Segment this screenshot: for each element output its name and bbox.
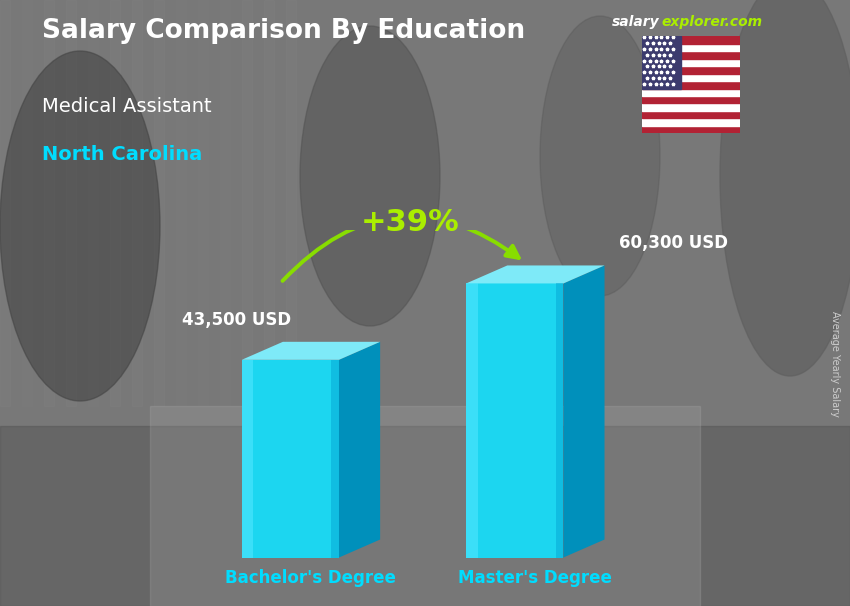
Polygon shape — [556, 284, 564, 558]
Bar — [150, 406, 700, 606]
Bar — [66, 0, 76, 406]
Bar — [642, 96, 740, 104]
Polygon shape — [332, 360, 339, 558]
Bar — [642, 104, 740, 111]
Polygon shape — [466, 265, 604, 284]
Polygon shape — [241, 360, 339, 558]
Text: Master's Degree: Master's Degree — [458, 569, 612, 587]
Bar — [642, 126, 740, 133]
Bar — [642, 118, 740, 126]
Text: Salary Comparison By Education: Salary Comparison By Education — [42, 18, 525, 44]
Bar — [198, 0, 208, 406]
Text: +39%: +39% — [360, 208, 459, 238]
Bar — [220, 0, 230, 406]
Bar — [88, 0, 98, 406]
Ellipse shape — [720, 0, 850, 376]
Bar — [264, 0, 274, 406]
Text: salary: salary — [612, 15, 660, 29]
Polygon shape — [241, 342, 380, 360]
Bar — [132, 0, 142, 406]
Bar — [642, 74, 740, 81]
Ellipse shape — [0, 51, 160, 401]
Bar — [22, 0, 32, 406]
Bar — [642, 111, 740, 118]
Bar — [642, 88, 740, 96]
Text: North Carolina: North Carolina — [42, 145, 203, 164]
Text: Medical Assistant: Medical Assistant — [42, 97, 212, 116]
Bar — [642, 66, 740, 74]
Ellipse shape — [540, 16, 660, 296]
Bar — [154, 0, 164, 406]
Bar — [0, 426, 850, 606]
Bar — [44, 0, 54, 406]
Bar — [176, 0, 186, 406]
Text: explorer.com: explorer.com — [661, 15, 762, 29]
Bar — [242, 0, 252, 406]
Text: 60,300 USD: 60,300 USD — [620, 235, 728, 252]
Polygon shape — [564, 265, 604, 558]
Bar — [642, 36, 740, 44]
Bar — [286, 0, 296, 406]
Bar — [642, 36, 681, 88]
Text: 43,500 USD: 43,500 USD — [182, 311, 292, 328]
Ellipse shape — [300, 26, 440, 326]
Bar — [642, 59, 740, 66]
Polygon shape — [339, 342, 380, 558]
Bar — [642, 52, 740, 59]
Text: Average Yearly Salary: Average Yearly Salary — [830, 311, 840, 416]
Bar — [0, 0, 10, 406]
Bar — [642, 81, 740, 88]
Bar — [642, 44, 740, 52]
FancyArrowPatch shape — [282, 216, 518, 281]
Polygon shape — [241, 360, 253, 558]
Polygon shape — [466, 284, 478, 558]
Text: Bachelor's Degree: Bachelor's Degree — [225, 569, 396, 587]
Polygon shape — [466, 284, 564, 558]
Bar — [110, 0, 120, 406]
